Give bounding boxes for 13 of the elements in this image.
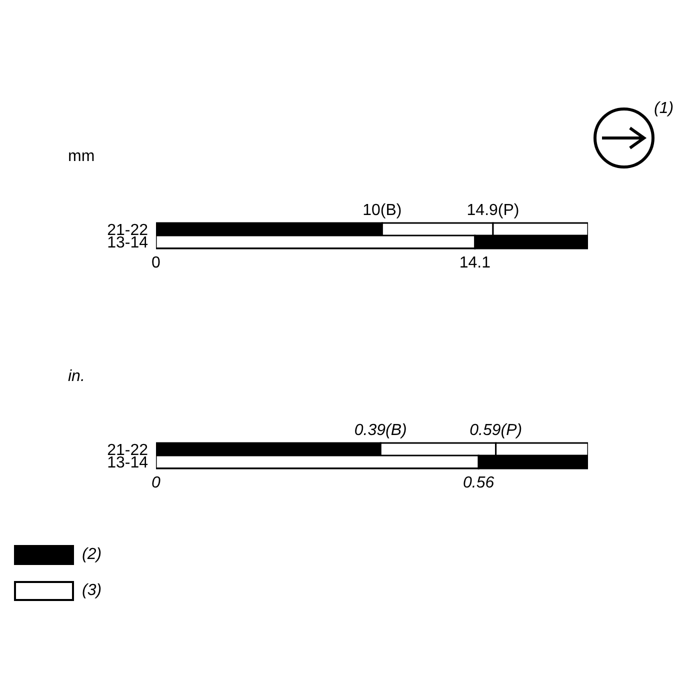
x2-tick-label: 14.9(P) <box>466 202 520 219</box>
x2-tick-label: 10(B) <box>362 202 402 219</box>
x-tick-label: 0 <box>152 474 161 492</box>
x-tick-label: 0.56 <box>462 474 494 492</box>
legend-label: (2) <box>82 546 102 564</box>
x-axis-title: in. <box>68 368 85 386</box>
text: (1) <box>654 100 674 118</box>
x2-tick-label: 0.59(P) <box>470 422 522 439</box>
x-tick-label: 14.1 <box>459 254 491 272</box>
x2-tick-label: 0.39(B) <box>354 422 407 439</box>
x-tick-label: 0 <box>152 254 161 272</box>
x-axis-title: mm <box>68 148 95 166</box>
legend-label: (3) <box>82 582 102 600</box>
